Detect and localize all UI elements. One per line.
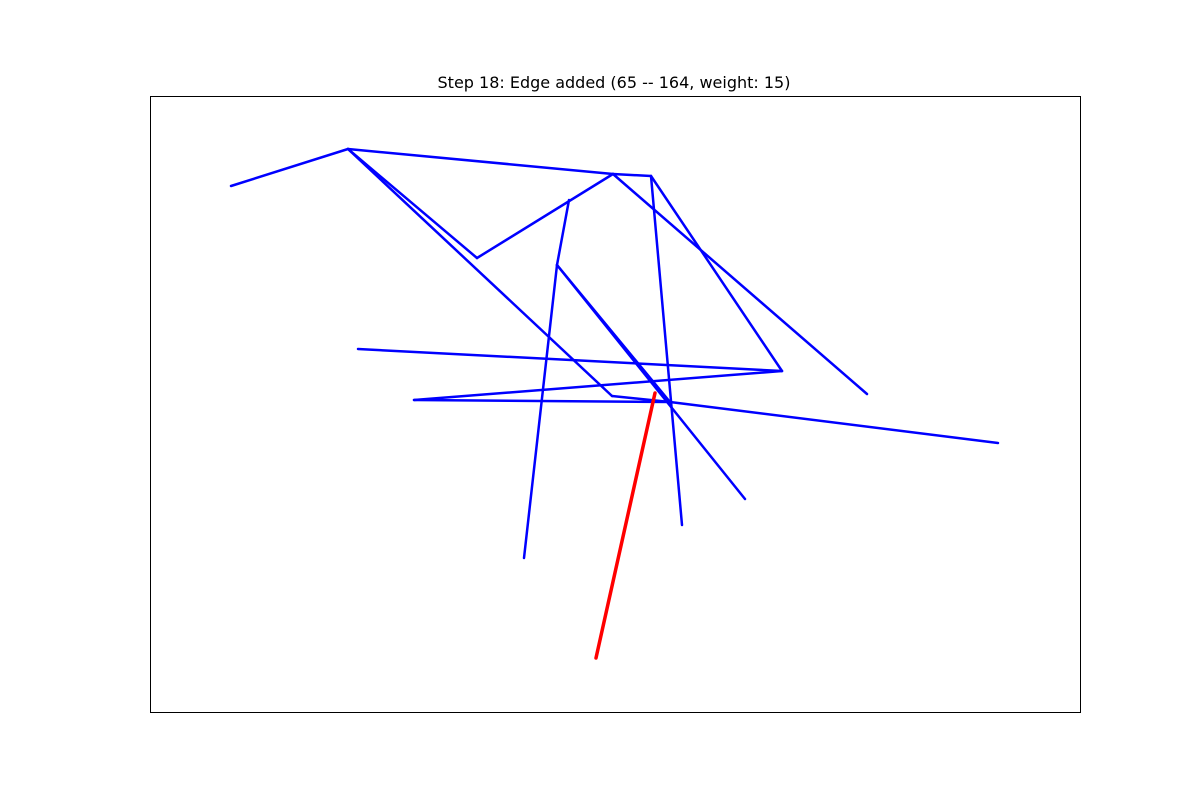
tree-edge-line (649, 174, 684, 527)
tree-edge-line (346, 147, 614, 398)
tree-edge-line (475, 172, 615, 260)
tree-edge-line (412, 398, 672, 404)
tree-edge-line (412, 369, 784, 402)
tree-edge-line (346, 147, 479, 260)
plot-title: Step 18: Edge added (65 -- 164, weight: … (438, 73, 791, 92)
graph-edges (229, 147, 1000, 660)
tree-edge-line (668, 400, 1000, 445)
plot-frame (150, 96, 1081, 713)
tree-edge-line (346, 147, 615, 176)
new-edge-line (594, 391, 657, 660)
tree-edge-line (555, 198, 571, 267)
tree-edge-line (522, 263, 559, 560)
tree-edge-line (649, 174, 784, 373)
tree-edge-line (611, 172, 653, 178)
tree-edge-line (229, 147, 350, 188)
tree-edge-line (356, 347, 784, 373)
